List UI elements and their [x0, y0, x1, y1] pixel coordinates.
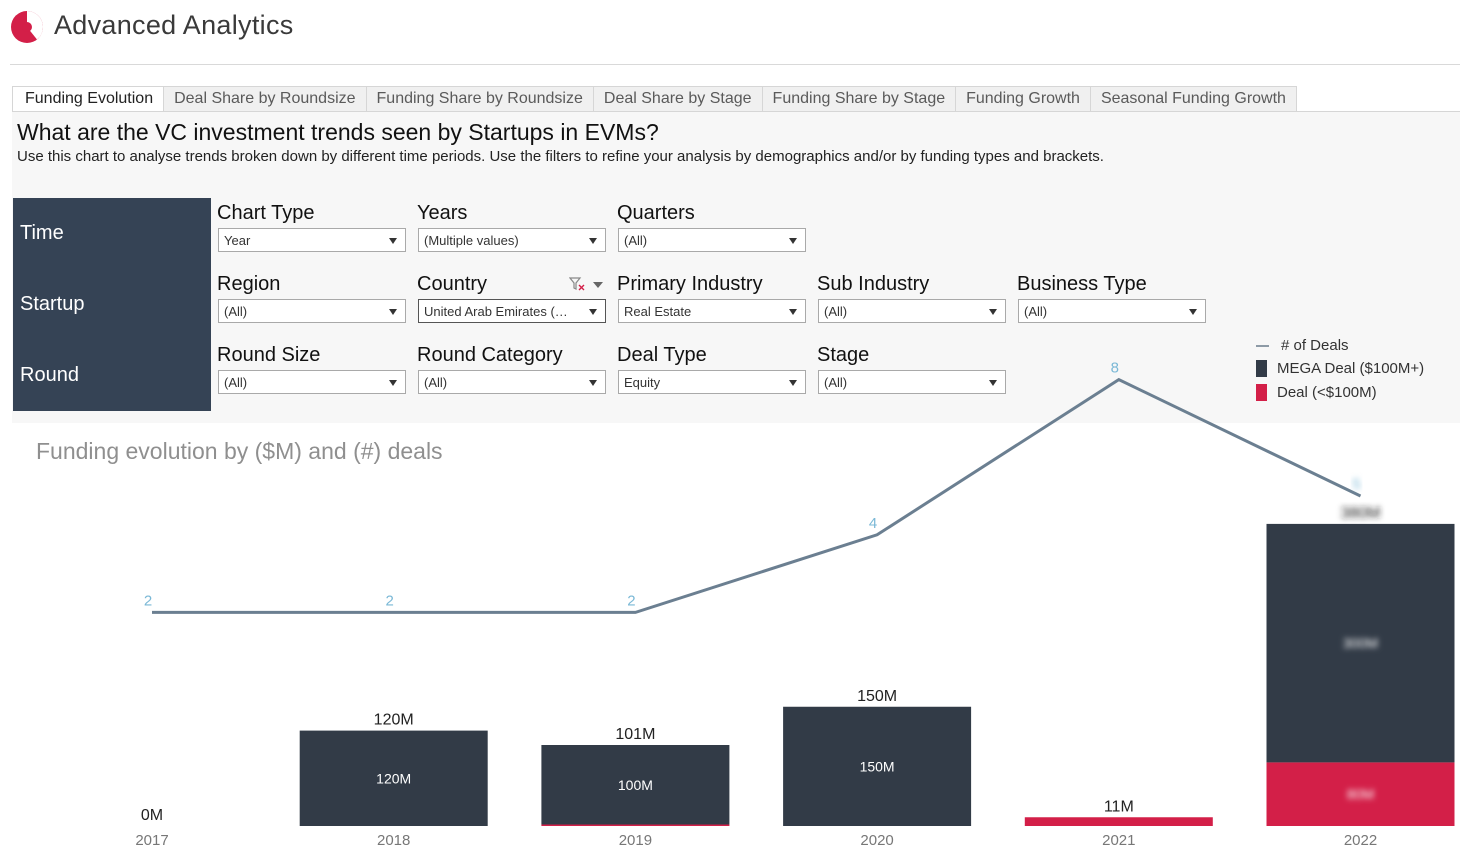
- business-type-label: Business Type: [1017, 273, 1147, 295]
- tab-funding-share-by-roundsize[interactable]: Funding Share by Roundsize: [366, 86, 594, 112]
- stage-label: Stage: [817, 344, 870, 366]
- legend-item-mega-deal[interactable]: MEGA Deal ($100M+): [1256, 360, 1424, 377]
- filter-group-time: Time: [13, 198, 211, 269]
- business-type-dropdown[interactable]: (All): [1018, 299, 1206, 323]
- region-label: Region: [217, 273, 281, 295]
- bar-segment-label: 100M: [618, 777, 653, 793]
- deals-point-label: 2: [144, 592, 152, 609]
- filter-group-round: Round: [13, 340, 211, 411]
- legend-line-swatch: [1256, 344, 1269, 347]
- bar-deal-segment[interactable]: [1024, 817, 1213, 826]
- filter-group-startup: Startup: [13, 269, 211, 340]
- chevron-down-icon: [589, 309, 597, 315]
- chart-title: Funding evolution by ($M) and (#) deals: [36, 438, 443, 464]
- round-size-dropdown[interactable]: (All): [218, 370, 406, 394]
- tab-deal-share-by-roundsize[interactable]: Deal Share by Roundsize: [164, 86, 367, 112]
- deals-point-label: 2: [627, 592, 635, 609]
- tab-bar: Funding Evolution Deal Share by Roundsiz…: [12, 86, 1297, 112]
- tab-funding-evolution[interactable]: Funding Evolution: [12, 86, 165, 112]
- chevron-down-icon: [789, 309, 797, 315]
- tab-seasonal-funding-growth[interactable]: Seasonal Funding Growth: [1090, 86, 1297, 112]
- bar-mega-deal-segment[interactable]: [541, 745, 730, 825]
- bar-total-label: 101M: [615, 726, 655, 743]
- chevron-down-icon: [989, 309, 997, 315]
- bar-segment-label: 120M: [376, 770, 411, 786]
- years-dropdown[interactable]: (Multiple values): [418, 228, 606, 252]
- primary-industry-label: Primary Industry: [617, 273, 763, 295]
- bar-segment-label: 300M: [1343, 635, 1378, 651]
- legend-color-swatch: [1256, 384, 1267, 401]
- chevron-down-icon: [789, 380, 797, 386]
- chevron-down-icon: [1189, 309, 1197, 315]
- primary-industry-dropdown[interactable]: Real Estate: [618, 299, 806, 323]
- country-label: Country: [417, 273, 488, 295]
- bar-mega-deal-segment[interactable]: [783, 706, 972, 826]
- dashboard-question: What are the VC investment trends seen b…: [17, 119, 659, 145]
- bar-total-label: 120M: [374, 712, 414, 729]
- round-category-dropdown[interactable]: (All): [418, 370, 606, 394]
- chevron-down-icon: [789, 238, 797, 244]
- quarters-label: Quarters: [617, 202, 695, 224]
- chart-type-label: Chart Type: [217, 202, 315, 224]
- chevron-down-icon: [389, 380, 397, 386]
- bar-mega-deal-segment[interactable]: [1266, 523, 1455, 763]
- bar-total-label: 380M: [1340, 505, 1380, 522]
- deal-type-label: Deal Type: [617, 344, 707, 366]
- app-title: Advanced Analytics: [54, 10, 294, 40]
- chevron-down-icon: [589, 238, 597, 244]
- dashboard-description: Use this chart to analyse trends broken …: [17, 148, 1104, 165]
- chevron-down-icon: [389, 309, 397, 315]
- legend-color-swatch: [1256, 360, 1267, 377]
- deals-line[interactable]: [152, 377, 1362, 614]
- region-dropdown[interactable]: (All): [218, 299, 406, 323]
- round-size-label: Round Size: [217, 344, 321, 366]
- clear-filter-icon[interactable]: [569, 277, 585, 291]
- chevron-down-icon: [589, 380, 597, 386]
- bar-total-label: 0M: [141, 807, 163, 824]
- legend-item-deal[interactable]: Deal (<$100M): [1256, 384, 1377, 401]
- x-tick-label: 2021: [1102, 832, 1135, 849]
- deals-point-label: 8: [1111, 360, 1119, 377]
- stage-dropdown[interactable]: (All): [818, 370, 1006, 394]
- filter-menu-caret-icon[interactable]: [593, 282, 603, 288]
- chart-container: [25, 425, 1460, 866]
- deals-point-label: 4: [869, 515, 877, 532]
- tab-funding-growth[interactable]: Funding Growth: [956, 86, 1091, 112]
- bar-segment-label: 80M: [1347, 786, 1374, 802]
- x-tick-label: 2020: [860, 832, 893, 849]
- legend-label: Deal (<$100M): [1277, 384, 1377, 401]
- tab-funding-share-by-stage[interactable]: Funding Share by Stage: [762, 86, 957, 112]
- x-tick-label: 2017: [135, 832, 168, 849]
- header-divider: [10, 64, 1460, 65]
- x-tick-label: 2019: [619, 832, 652, 849]
- brand-logo-icon: [11, 11, 44, 43]
- bar-total-label: 11M: [1104, 798, 1134, 815]
- deal-type-dropdown[interactable]: Equity: [618, 370, 806, 394]
- bar-segment-label: 150M: [860, 758, 895, 774]
- legend-label: # of Deals: [1281, 337, 1349, 354]
- app-header: Advanced Analytics: [0, 0, 1460, 64]
- deals-point-label: 2: [386, 592, 394, 609]
- chevron-down-icon: [989, 380, 997, 386]
- years-label: Years: [417, 202, 468, 224]
- chart-type-dropdown[interactable]: Year: [218, 228, 406, 252]
- deals-point-label: 5: [1352, 476, 1360, 493]
- x-tick-label: 2022: [1344, 832, 1377, 849]
- quarters-dropdown[interactable]: (All): [618, 228, 806, 252]
- round-category-label: Round Category: [417, 344, 563, 366]
- bar-deal-segment[interactable]: [1266, 762, 1455, 826]
- bar-deal-segment[interactable]: [541, 824, 730, 827]
- x-tick-label: 2018: [377, 832, 410, 849]
- sub-industry-label: Sub Industry: [817, 273, 930, 295]
- bar-mega-deal-segment[interactable]: [299, 730, 488, 826]
- country-dropdown[interactable]: United Arab Emirates (…: [418, 299, 606, 323]
- legend-label: MEGA Deal ($100M+): [1277, 360, 1425, 377]
- bar-total-label: 150M: [857, 688, 897, 705]
- tab-divider: [12, 111, 1460, 112]
- legend-item-deals[interactable]: # of Deals: [1256, 337, 1349, 354]
- chevron-down-icon: [389, 238, 397, 244]
- sub-industry-dropdown[interactable]: (All): [818, 299, 1006, 323]
